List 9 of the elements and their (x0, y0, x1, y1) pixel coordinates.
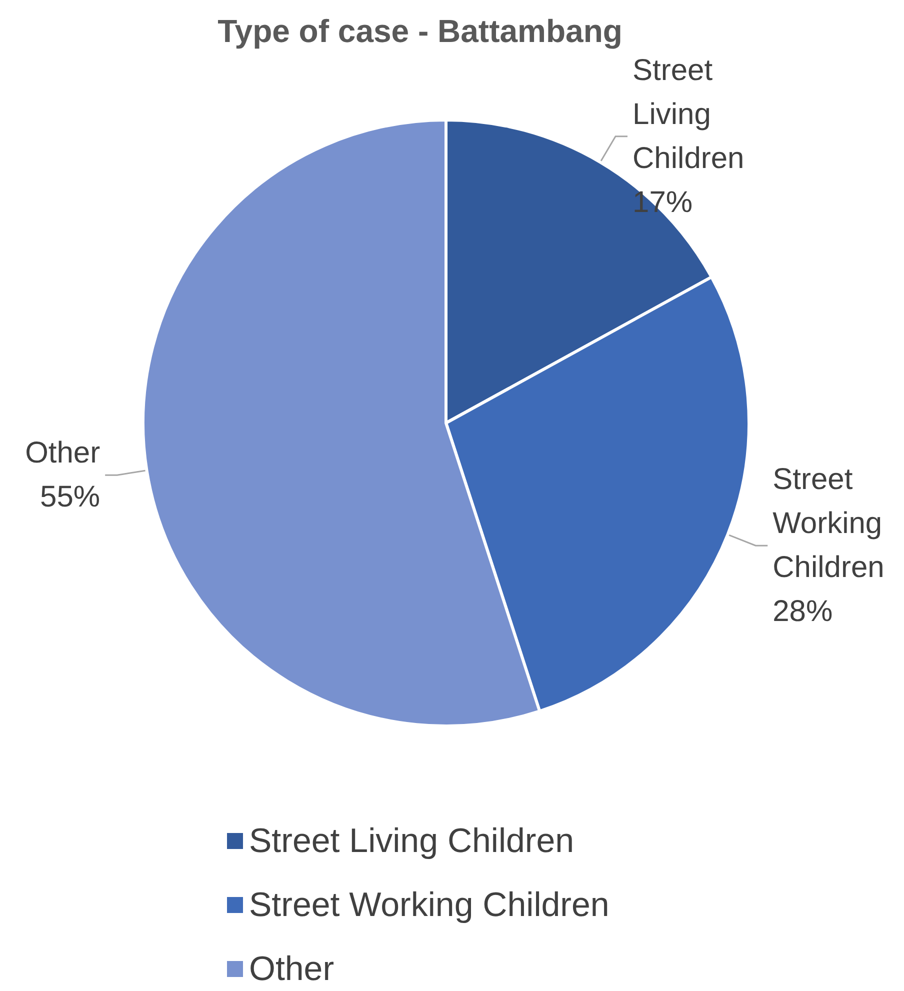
chart-title: Type of case - Battambang (218, 13, 622, 49)
legend-label: Street Living Children (249, 822, 574, 860)
slice-label: Other (25, 436, 100, 470)
data-label: 55% (40, 480, 100, 514)
slice-label: Street Living Children (632, 54, 744, 175)
legend-label: Other (249, 950, 334, 988)
data-label: 28% (772, 595, 833, 628)
slice-label: Street Working Children (772, 463, 890, 584)
legend-label: Street Working Children (249, 886, 610, 924)
